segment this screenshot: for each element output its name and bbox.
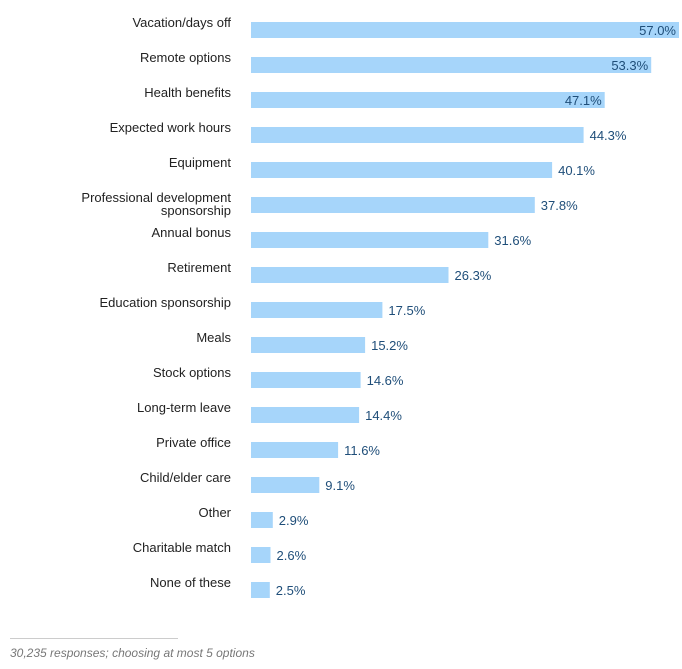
value-label-4: 44.3% (590, 128, 627, 143)
value-label-5: 40.1% (558, 163, 595, 178)
category-label-15: Other (198, 505, 231, 520)
category-label-11: Stock options (153, 365, 232, 380)
category-label-14: Child/elder care (140, 470, 231, 485)
category-label-6: Professional development sponsorship (81, 190, 231, 218)
category-label-2: Remote options (140, 50, 232, 65)
category-label-1: Vacation/days off (132, 15, 231, 30)
category-label-10: Meals (196, 330, 231, 345)
bar-2 (251, 57, 652, 73)
value-label-1: 57.0% (639, 23, 676, 38)
bar-5 (251, 162, 553, 178)
value-label-3: 47.1% (565, 93, 602, 108)
footnote-divider (10, 638, 178, 639)
category-label-4: Expected work hours (110, 120, 232, 135)
value-label-6: 37.8% (541, 198, 578, 213)
value-label-17: 2.5% (276, 583, 306, 598)
category-label-7: Annual bonus (151, 225, 231, 240)
category-label-8: Retirement (167, 260, 231, 275)
category-label-16: Charitable match (133, 540, 231, 555)
bar-17 (251, 582, 270, 598)
bar-16 (251, 547, 271, 563)
value-label-14: 9.1% (325, 478, 355, 493)
category-label-17: None of these (150, 575, 231, 590)
bar-14 (251, 477, 320, 493)
bar-7 (251, 232, 489, 248)
footnote: 30,235 responses; choosing at most 5 opt… (10, 646, 255, 660)
bar-8 (251, 267, 449, 283)
category-label-3: Health benefits (144, 85, 231, 100)
bar-6 (251, 197, 535, 213)
value-label-7: 31.6% (494, 233, 531, 248)
category-label-12: Long-term leave (137, 400, 231, 415)
bar-1 (251, 22, 679, 38)
value-label-2: 53.3% (611, 58, 648, 73)
value-label-12: 14.4% (365, 408, 402, 423)
value-label-11: 14.6% (367, 373, 404, 388)
category-label-5: Equipment (169, 155, 232, 170)
bar-3 (251, 92, 605, 108)
value-label-15: 2.9% (279, 513, 309, 528)
value-label-10: 15.2% (371, 338, 408, 353)
bar-9 (251, 302, 383, 318)
bar-10 (251, 337, 366, 353)
bar-13 (251, 442, 339, 458)
bar-11 (251, 372, 361, 388)
bar-12 (251, 407, 360, 423)
value-label-9: 17.5% (388, 303, 425, 318)
value-label-13: 11.6% (344, 443, 380, 458)
value-label-8: 26.3% (455, 268, 492, 283)
category-label-13: Private office (156, 435, 231, 450)
bar-15 (251, 512, 273, 528)
value-label-16: 2.6% (277, 548, 307, 563)
category-label-9: Education sponsorship (99, 295, 231, 310)
bar-4 (251, 127, 584, 143)
